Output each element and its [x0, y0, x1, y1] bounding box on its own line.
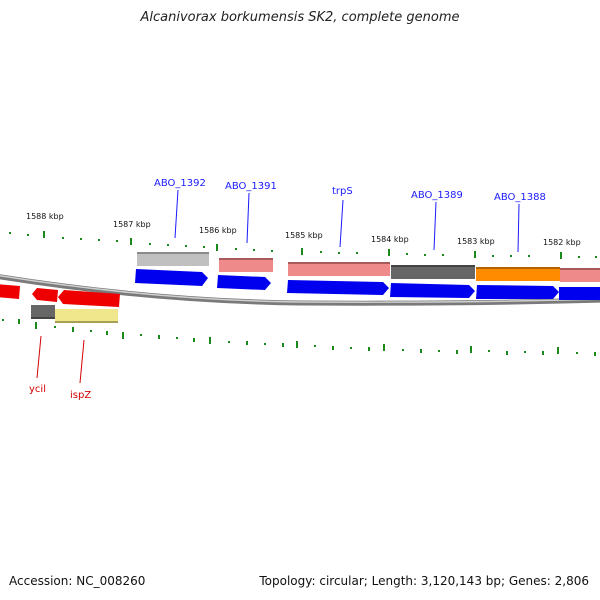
cds-arrow-minus-partial[interactable] — [0, 284, 20, 299]
feature-bar — [288, 262, 390, 276]
gene-label-ycil: ycil — [29, 384, 46, 395]
feature-bar — [391, 265, 475, 279]
cds-arrow-ispz[interactable] — [58, 290, 120, 307]
feature-bar — [476, 267, 560, 281]
genome-backbone-highlight — [0, 275, 600, 303]
genome-summary-text: Topology: circular; Length: 3,120,143 bp… — [259, 574, 589, 588]
accession-text: Accession: NC_008260 — [9, 574, 146, 588]
feature-bar — [219, 258, 273, 272]
cds-arrow-trps[interactable] — [287, 280, 389, 295]
scale-label-1582: 1582 kbp — [543, 238, 581, 247]
gene-label-abo-1391: ABO_1391 — [225, 181, 277, 192]
scale-labels: 1588 kbp 1587 kbp 1586 kbp 1585 kbp 1584… — [26, 212, 581, 247]
gene-label-abo-1388: ABO_1388 — [494, 192, 546, 203]
map-title: Alcanivorax borkumensis SK2, complete ge… — [140, 10, 460, 25]
gene-label-trps: trpS — [332, 186, 353, 197]
cds-arrow-abo-1392[interactable] — [135, 269, 208, 286]
scale-label-1586: 1586 kbp — [199, 226, 237, 235]
scale-label-1585: 1585 kbp — [285, 231, 323, 240]
scale-label-1588: 1588 kbp — [26, 212, 64, 221]
scale-label-1584: 1584 kbp — [371, 235, 409, 244]
lower-tick-track — [2, 319, 596, 356]
feature-bar — [137, 252, 209, 266]
scale-label-1583: 1583 kbp — [457, 237, 495, 246]
feature-bar — [31, 305, 55, 319]
upper-tick-track — [9, 231, 597, 259]
gene-label-ispz: ispZ — [70, 390, 91, 401]
scale-label-1587: 1587 kbp — [113, 220, 151, 229]
cds-arrow-ycil[interactable] — [32, 288, 58, 302]
feature-bar — [560, 268, 600, 282]
top-gene-labels: ABO_1392 ABO_1391 trpS ABO_1389 ABO_1388 — [154, 178, 546, 253]
cds-arrow-abo-1388[interactable] — [476, 285, 559, 299]
lower-feature-track — [31, 305, 118, 323]
cds-arrow-abo-1389[interactable] — [390, 283, 475, 298]
reverse-cds-track[interactable] — [0, 284, 120, 307]
gene-label-abo-1389: ABO_1389 — [411, 190, 463, 201]
forward-cds-track[interactable] — [135, 269, 600, 300]
gene-label-abo-1392: ABO_1392 — [154, 178, 206, 189]
feature-bar — [55, 309, 118, 323]
cds-arrow-partial[interactable] — [559, 287, 600, 300]
genome-backbone — [0, 274, 600, 306]
bottom-gene-labels: ycil ispZ — [29, 335, 91, 401]
upper-feature-track — [137, 252, 600, 282]
cds-arrow-abo-1391[interactable] — [217, 275, 271, 290]
